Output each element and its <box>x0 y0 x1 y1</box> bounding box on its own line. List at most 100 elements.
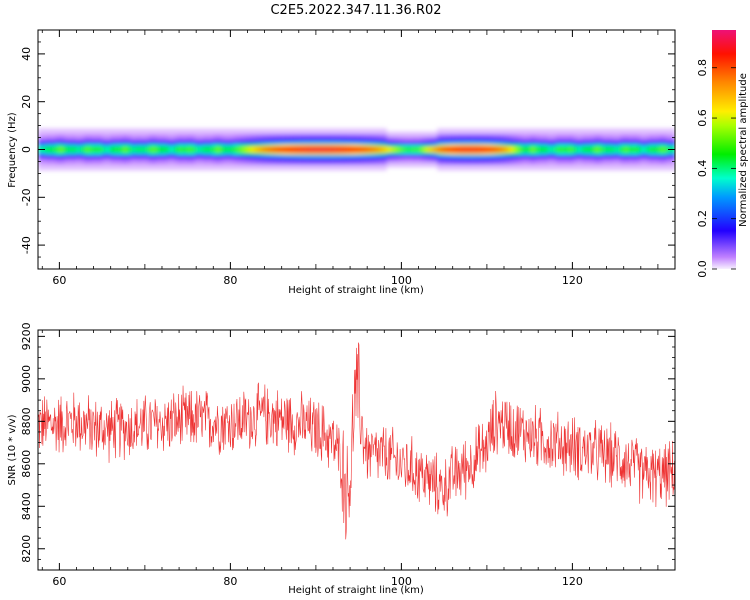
heatmap-band <box>38 128 675 171</box>
heatmap-cell <box>449 146 455 153</box>
heatmap-ylabel: Frequency (Hz) <box>7 112 18 188</box>
heatmap-cell <box>50 146 56 153</box>
heatmap-cell <box>505 146 510 153</box>
heatmap-cell <box>420 147 426 152</box>
heatmap-cell <box>318 146 324 153</box>
heatmap-cell <box>517 146 523 153</box>
heatmap-xtick-label: 120 <box>562 274 583 287</box>
heatmap-cell <box>156 146 162 153</box>
heatmap-cell <box>173 146 179 153</box>
heatmap-cell <box>105 146 111 153</box>
heatmap-cell <box>46 146 52 153</box>
heatmap-cell <box>513 146 519 153</box>
heatmap-cell <box>186 146 192 153</box>
heatmap-cell <box>551 146 557 153</box>
heatmap-cell <box>131 146 137 153</box>
heatmap-cell <box>297 146 302 153</box>
heatmap-cell <box>292 146 298 153</box>
heatmap-cell <box>326 146 332 153</box>
heatmap-cell <box>492 146 498 153</box>
heatmap-ticks: 60 80 100 120 -40 -20 0 20 40 <box>20 29 676 287</box>
heatmap-cell <box>352 146 358 153</box>
heatmap-cell <box>496 146 502 153</box>
heatmap-cell <box>250 146 256 153</box>
heatmap-cell <box>653 146 659 153</box>
snr-ytick-label: 9000 <box>20 365 33 393</box>
heatmap-cell <box>547 146 553 153</box>
snr-ylabel: SNR (10 * v/v) <box>7 414 18 485</box>
heatmap-cell <box>573 146 578 153</box>
heatmap-cell <box>462 146 468 153</box>
heatmap-cell <box>394 147 400 152</box>
heatmap-cell <box>314 146 319 153</box>
colorbar-label: Normalized spectral amplitude <box>738 73 749 227</box>
heatmap-cell <box>386 147 392 152</box>
heatmap-cell <box>339 146 345 153</box>
heatmap-cell <box>110 146 116 153</box>
snr-xlabel: Height of straight line (km) <box>288 585 424 596</box>
snr-xtick-label: 60 <box>52 575 66 588</box>
heatmap-cell <box>441 146 447 153</box>
heatmap-cell <box>500 146 506 153</box>
heatmap-cell <box>212 146 217 153</box>
heatmap-cell <box>628 146 634 153</box>
heatmap-ytick-label: -40 <box>20 236 33 254</box>
heatmap-cell <box>471 146 477 153</box>
heatmap-cell <box>556 146 561 153</box>
snr-ticks: 60 80 100 120 8200 8400 8600 8800 9000 9200 <box>20 322 676 588</box>
heatmap-cell <box>432 147 438 152</box>
chart-title: C2E5.2022.347.11.36.R02 <box>270 3 441 18</box>
heatmap-cell <box>598 146 604 153</box>
heatmap-cell <box>590 146 595 153</box>
heatmap-cell <box>224 146 230 153</box>
heatmap-cell <box>59 146 65 153</box>
heatmap-cell <box>479 146 485 153</box>
heatmap-cell <box>483 146 489 153</box>
heatmap-cell <box>114 146 120 153</box>
heatmap-cell <box>509 146 515 153</box>
heatmap-cell <box>649 146 655 153</box>
heatmap-cell <box>169 146 175 153</box>
heatmap-cell <box>662 146 668 153</box>
heatmap-cell <box>645 146 651 153</box>
heatmap-cell <box>216 146 222 153</box>
heatmap-cell <box>93 146 99 153</box>
heatmap-cell <box>233 146 239 153</box>
heatmap-cell <box>80 146 86 153</box>
heatmap-panel: 60 80 100 120 -40 -20 0 20 40 Height of straight… <box>7 29 676 296</box>
heatmap-cell <box>454 146 460 153</box>
heatmap-cell <box>229 146 234 153</box>
heatmap-cell <box>88 146 94 153</box>
heatmap-cell <box>526 146 532 153</box>
heatmap-cell <box>348 146 353 153</box>
heatmap-ytick-label: 40 <box>20 47 33 61</box>
snr-panel: 60 80 100 120 8200 8400 8600 8800 9000 9200 Heigh… <box>7 322 676 596</box>
heatmap-cell <box>284 146 290 153</box>
heatmap-cell <box>369 146 375 153</box>
heatmap-cell <box>76 146 82 153</box>
heatmap-cell <box>398 147 404 152</box>
heatmap-cell <box>356 146 362 153</box>
heatmap-cell <box>619 146 625 153</box>
colorbar-ticks: 0.0 0.2 0.4 0.6 0.8 <box>696 59 736 278</box>
heatmap-cell <box>135 146 141 153</box>
heatmap-cell <box>301 146 307 153</box>
heatmap-cell <box>466 146 472 153</box>
heatmap-xtick-label: 80 <box>223 274 237 287</box>
heatmap-cell <box>530 146 536 153</box>
colorbar-tick-label: 0.4 <box>696 160 709 178</box>
heatmap-cell <box>445 146 451 153</box>
heatmap-cell <box>195 146 200 153</box>
heatmap-cell <box>475 146 481 153</box>
heatmap-ytick-label: 20 <box>20 95 33 109</box>
heatmap-cell <box>390 147 396 152</box>
snr-xtick-label: 80 <box>223 575 237 588</box>
heatmap-cell <box>280 146 285 153</box>
heatmap-ytick-label: -20 <box>20 188 33 206</box>
heatmap-cell <box>309 146 315 153</box>
heatmap-cell <box>246 146 251 153</box>
heatmap-cell <box>611 146 617 153</box>
heatmap-cell <box>415 147 421 152</box>
heatmap-xtick-label: 100 <box>391 274 412 287</box>
